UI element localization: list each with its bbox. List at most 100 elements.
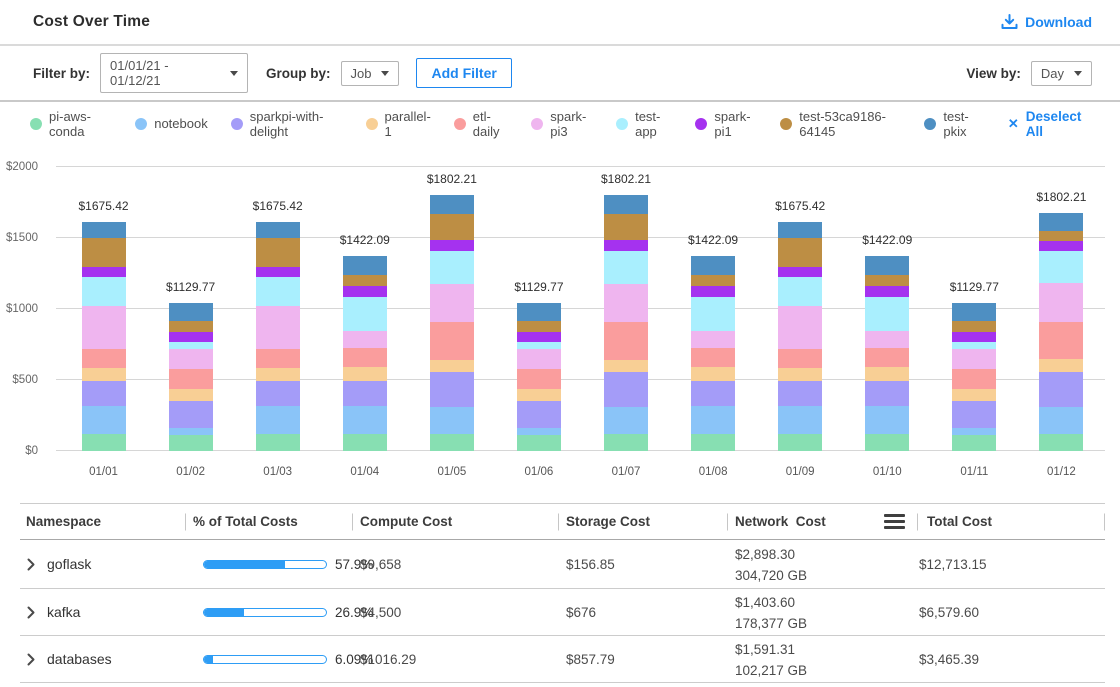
column-header-total[interactable]: Total Cost: [917, 504, 1105, 539]
bar-segment-etl-daily[interactable]: [168, 368, 213, 390]
view-by-select[interactable]: Day: [1030, 60, 1092, 86]
stacked-bar[interactable]: [429, 195, 474, 451]
bar-segment-spark-pi1[interactable]: [1039, 241, 1084, 252]
bar-segment-test-pkix[interactable]: [429, 195, 474, 214]
bar-segment-notebook[interactable]: [255, 405, 300, 435]
bar-segment-notebook[interactable]: [168, 427, 213, 436]
bar-segment-pi-aws-conda[interactable]: [691, 434, 736, 451]
add-filter-button[interactable]: Add Filter: [416, 58, 512, 88]
bar-segment-notebook[interactable]: [952, 427, 997, 436]
bar-segment-test-53ca9186-64145[interactable]: [691, 274, 736, 286]
legend-item-etl-daily[interactable]: etl-daily: [453, 109, 508, 139]
group-by-select[interactable]: Job: [340, 60, 400, 86]
bar-segment-parallel-1[interactable]: [342, 367, 387, 381]
stacked-bar[interactable]: [952, 302, 997, 451]
bar-segment-spark-pi3[interactable]: [81, 306, 126, 349]
bar-segment-etl-daily[interactable]: [865, 348, 910, 368]
bar-segment-parallel-1[interactable]: [1039, 359, 1084, 372]
bar-segment-sparkpi-with-delight[interactable]: [952, 400, 997, 428]
expand-chevron-icon[interactable]: [27, 606, 35, 619]
legend-item-parallel-1[interactable]: parallel-1: [365, 109, 431, 139]
bar-segment-pi-aws-conda[interactable]: [604, 434, 648, 451]
bar-segment-pi-aws-conda[interactable]: [1039, 434, 1084, 451]
bar-segment-test-53ca9186-64145[interactable]: [168, 320, 213, 333]
bar-segment-parallel-1[interactable]: [81, 368, 126, 381]
bar-segment-etl-daily[interactable]: [691, 348, 736, 368]
bar-segment-spark-pi1[interactable]: [255, 266, 300, 277]
bar-segment-spark-pi3[interactable]: [604, 283, 648, 322]
bar-segment-notebook[interactable]: [81, 405, 126, 435]
bar-segment-test-53ca9186-64145[interactable]: [952, 320, 997, 333]
legend-item-sparkpi-with-delight[interactable]: sparkpi-with-delight: [230, 109, 343, 139]
bar-segment-test-53ca9186-64145[interactable]: [429, 213, 474, 241]
bar-segment-parallel-1[interactable]: [952, 389, 997, 401]
bar-segment-etl-daily[interactable]: [1039, 322, 1084, 360]
bar-segment-etl-daily[interactable]: [604, 321, 648, 360]
bar-segment-spark-pi3[interactable]: [429, 283, 474, 322]
bar-segment-etl-daily[interactable]: [952, 368, 997, 390]
column-header-percent[interactable]: % of Total Costs: [185, 504, 352, 539]
bar-segment-notebook[interactable]: [429, 406, 474, 435]
bar-segment-sparkpi-with-delight[interactable]: [691, 380, 736, 406]
bar-segment-test-pkix[interactable]: [952, 302, 997, 321]
bar-segment-pi-aws-conda[interactable]: [168, 435, 213, 451]
bar-segment-spark-pi1[interactable]: [691, 285, 736, 298]
column-menu-icon[interactable]: [884, 514, 905, 529]
bar-segment-notebook[interactable]: [865, 405, 910, 435]
bar-segment-spark-pi3[interactable]: [516, 349, 561, 369]
stacked-bar[interactable]: [865, 256, 910, 451]
bar-segment-spark-pi1[interactable]: [516, 332, 561, 342]
bar-segment-spark-pi1[interactable]: [429, 240, 474, 252]
bar-segment-etl-daily[interactable]: [81, 348, 126, 369]
bar-segment-test-app[interactable]: [342, 297, 387, 331]
bar-segment-sparkpi-with-delight[interactable]: [168, 400, 213, 428]
deselect-all-button[interactable]: ✕ Deselect All: [1008, 109, 1092, 139]
column-header-storage[interactable]: Storage Cost: [558, 504, 727, 539]
legend-item-test-pkix[interactable]: test-pkix: [924, 109, 982, 139]
bar-segment-spark-pi3[interactable]: [865, 330, 910, 349]
legend-item-test-53ca9186-64145[interactable]: test-53ca9186-64145: [780, 109, 901, 139]
bar-segment-sparkpi-with-delight[interactable]: [255, 380, 300, 406]
bar-segment-test-pkix[interactable]: [255, 221, 300, 238]
bar-segment-spark-pi3[interactable]: [168, 349, 213, 369]
bar-segment-test-app[interactable]: [604, 251, 648, 284]
bar-segment-spark-pi1[interactable]: [604, 240, 648, 252]
bar-segment-pi-aws-conda[interactable]: [255, 434, 300, 451]
legend-item-test-app[interactable]: test-app: [616, 109, 672, 139]
bar-segment-sparkpi-with-delight[interactable]: [516, 400, 561, 428]
bar-segment-pi-aws-conda[interactable]: [342, 434, 387, 451]
bar-segment-parallel-1[interactable]: [778, 368, 823, 381]
bar-segment-parallel-1[interactable]: [516, 389, 561, 401]
bar-segment-test-pkix[interactable]: [342, 256, 387, 275]
bar-segment-parallel-1[interactable]: [691, 367, 736, 381]
bar-segment-notebook[interactable]: [691, 405, 736, 435]
bar-segment-notebook[interactable]: [1039, 406, 1084, 435]
bar-segment-parallel-1[interactable]: [865, 367, 910, 381]
bar-segment-etl-daily[interactable]: [778, 348, 823, 369]
bar-segment-parallel-1[interactable]: [604, 359, 648, 372]
bar-segment-test-pkix[interactable]: [516, 302, 561, 321]
bar-segment-spark-pi1[interactable]: [952, 332, 997, 342]
bar-segment-sparkpi-with-delight[interactable]: [778, 380, 823, 406]
bar-segment-sparkpi-with-delight[interactable]: [865, 380, 910, 406]
bar-segment-pi-aws-conda[interactable]: [952, 435, 997, 451]
bar-segment-test-app[interactable]: [1039, 251, 1084, 283]
expand-chevron-icon[interactable]: [27, 558, 35, 571]
stacked-bar[interactable]: [691, 256, 736, 451]
bar-segment-test-pkix[interactable]: [604, 195, 648, 214]
stacked-bar[interactable]: [516, 302, 561, 451]
stacked-bar[interactable]: [778, 221, 823, 451]
bar-segment-test-app[interactable]: [865, 297, 910, 331]
bar-segment-spark-pi3[interactable]: [952, 349, 997, 369]
bar-segment-spark-pi3[interactable]: [342, 330, 387, 349]
bar-segment-spark-pi1[interactable]: [81, 266, 126, 277]
bar-segment-pi-aws-conda[interactable]: [865, 434, 910, 451]
stacked-bar[interactable]: [81, 221, 126, 451]
column-header-network[interactable]: Network Cost: [727, 504, 917, 539]
bar-segment-spark-pi3[interactable]: [1039, 282, 1084, 323]
bar-segment-test-app[interactable]: [168, 341, 213, 350]
legend-item-spark-pi1[interactable]: spark-pi1: [695, 109, 757, 139]
bar-segment-parallel-1[interactable]: [255, 368, 300, 381]
bar-segment-sparkpi-with-delight[interactable]: [1039, 371, 1084, 407]
bar-segment-spark-pi1[interactable]: [865, 285, 910, 298]
